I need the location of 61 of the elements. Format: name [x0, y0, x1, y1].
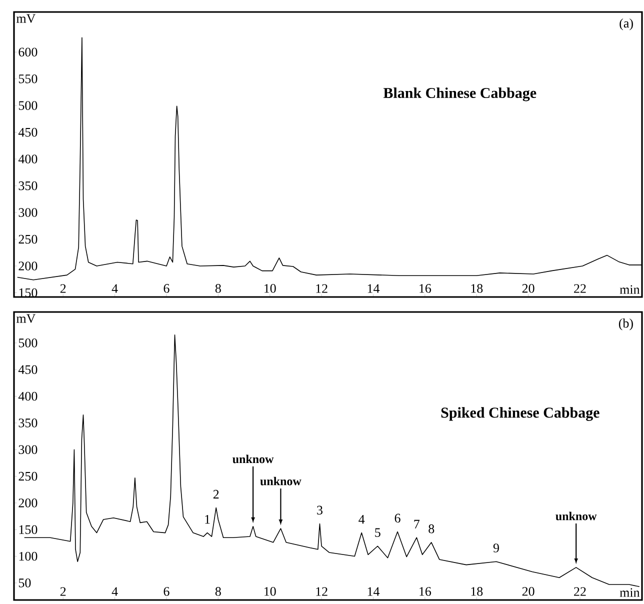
y-axis-title: mV [16, 314, 36, 323]
x-tick-label: 18 [471, 284, 483, 293]
text: Blank Chinese Cabbage [383, 88, 536, 102]
x-tick-label: 20 [522, 587, 534, 596]
annotation: 8 [428, 524, 434, 534]
y-axis-title: mV [16, 14, 36, 23]
x-tick-label: 12 [316, 587, 328, 596]
annotation: unknow [260, 476, 302, 486]
annotation: 2 [213, 490, 219, 499]
y-tick-label: 600 [18, 48, 38, 56]
annotation: 7 [414, 520, 420, 528]
x-tick-label: 4 [112, 587, 118, 596]
x-tick-label: 20 [522, 284, 534, 293]
x-tick-label: 10 [264, 284, 276, 293]
y-tick-label: 350 [18, 181, 38, 190]
y-tick-label: 250 [18, 472, 38, 481]
x-tick-label: 2 [60, 284, 66, 293]
annotation: 6 [394, 514, 400, 523]
x-tick-label: 8 [215, 284, 221, 293]
annotation: (b) [618, 318, 633, 330]
x-tick-label: 8 [215, 587, 221, 596]
y-tick-label: 250 [18, 234, 38, 244]
x-tick-label: 10 [264, 587, 276, 596]
y-tick-label: 200 [18, 498, 38, 508]
x-tick-label: 4 [112, 284, 118, 293]
y-tick-label: 200 [18, 262, 38, 270]
y-tick-label: 500 [18, 101, 38, 110]
y-tick-label: 300 [18, 445, 38, 454]
annotation: 3 [317, 506, 322, 515]
x-axis-title: min [620, 285, 640, 294]
annotation: unknow [556, 512, 597, 520]
annotation: 1 [205, 515, 210, 524]
x-tick-label: 18 [471, 587, 483, 596]
y-tick-label: 50 [18, 578, 31, 588]
x-tick-label: 14 [368, 587, 380, 596]
y-tick-label: 450 [18, 365, 38, 374]
x-tick-label: 2 [60, 587, 66, 596]
x-axis-title: min [620, 588, 640, 597]
annotation: 9 [493, 544, 499, 552]
x-tick-label: 14 [368, 284, 380, 293]
x-tick-label: 6 [164, 587, 170, 596]
y-tick-label: 100 [19, 552, 38, 561]
y-tick-label: 500 [18, 338, 38, 348]
y-tick-label: 400 [18, 392, 38, 401]
text: Spiked Chinese Cabbage [441, 407, 600, 421]
y-tick-label: 550 [18, 74, 38, 84]
x-tick-label: 16 [420, 284, 432, 293]
annotation: unknow [232, 454, 274, 464]
y-tick-label: 350 [18, 418, 38, 428]
annotation: 5 [375, 528, 380, 537]
annotation: 4 [358, 515, 365, 524]
y-tick-label: 400 [18, 154, 38, 164]
y-tick-label: 300 [18, 208, 38, 217]
x-tick-label: 12 [316, 284, 328, 293]
x-tick-label: 22 [574, 587, 586, 596]
x-tick-label: 16 [420, 587, 432, 596]
y-tick-label: 150 [19, 525, 38, 534]
annotation: (a) [620, 18, 633, 30]
x-tick-label: 22 [574, 284, 586, 293]
y-tick-label: 450 [18, 128, 38, 137]
x-tick-label: 6 [164, 284, 170, 293]
